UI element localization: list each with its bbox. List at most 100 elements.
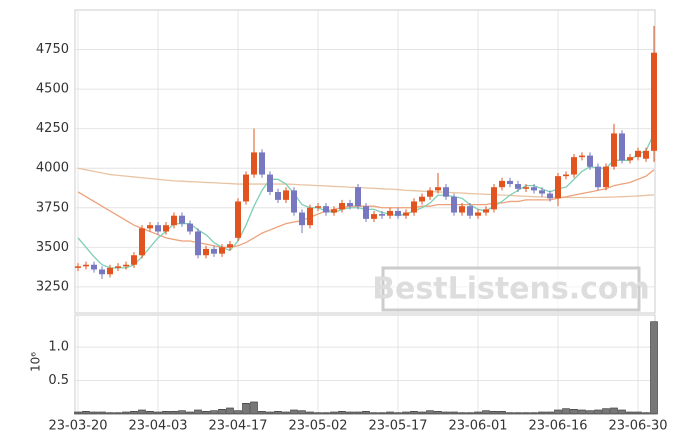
volume-bar (506, 412, 514, 415)
candle-body (507, 180, 513, 185)
y-tick-label: 4500 (36, 82, 69, 97)
volume-bar (514, 412, 522, 415)
volume-bar (346, 411, 354, 415)
candle-body (515, 184, 521, 189)
volume-bar (250, 401, 258, 415)
volume-bar (146, 411, 154, 415)
x-tick-label: 23-06-01 (448, 419, 507, 434)
watermark: BestListens.com (372, 272, 650, 307)
candle-body (155, 225, 161, 232)
candle-body (299, 212, 305, 226)
volume-bar (130, 411, 138, 415)
candle-body (235, 201, 241, 238)
candle-body (379, 214, 385, 216)
y-tick-label: 3750 (36, 200, 69, 215)
x-tick-label: 23-04-17 (208, 419, 267, 434)
candle-body (491, 187, 497, 210)
volume-bar (610, 407, 618, 415)
candle-body (315, 206, 321, 208)
volume-bar (634, 411, 642, 415)
y-tick-label: 1.0 (48, 340, 69, 355)
volume-bar (154, 411, 162, 415)
volume-bar (106, 412, 114, 415)
marks (74, 25, 658, 415)
volume-bar (642, 412, 650, 415)
moving-average-line (77, 167, 655, 199)
candle-body (403, 212, 409, 216)
candle-body (259, 152, 265, 175)
volume-bar (490, 411, 498, 415)
candle-body (115, 266, 121, 268)
volume-bar (82, 411, 90, 415)
candle-body (283, 190, 289, 200)
candle-body (651, 52, 657, 151)
volume-bar (386, 411, 394, 415)
volume-bar (570, 409, 578, 415)
volume-bar (226, 407, 234, 415)
volume-bar (258, 411, 266, 415)
volume-bar (354, 411, 362, 415)
volume-bar (306, 411, 314, 415)
candle-body (107, 267, 113, 275)
candle-body (419, 196, 425, 202)
volume-bar (234, 410, 242, 415)
volume-bar (626, 411, 634, 415)
volume-bar (170, 411, 178, 415)
candle-body (139, 228, 145, 256)
volume-bar (442, 411, 450, 415)
candle-body (435, 187, 441, 191)
volume-bar (282, 411, 290, 415)
y-tick-label: 4750 (36, 42, 69, 57)
volume-bar (178, 410, 186, 415)
candle-body (571, 157, 577, 175)
volume-bar (458, 412, 466, 415)
candle-body (195, 231, 201, 256)
candle-body (483, 209, 489, 213)
candle-body (443, 187, 449, 197)
volume-bar (98, 411, 106, 415)
volume-bar (538, 411, 546, 415)
x-tick-label: 23-05-17 (368, 419, 427, 434)
candle-body (179, 215, 185, 224)
volume-bar (122, 411, 130, 415)
volume-bar (274, 411, 282, 415)
candle-body (187, 223, 193, 232)
y-tick-label: 4000 (36, 161, 69, 176)
candle-body (75, 266, 81, 268)
candle-body (267, 174, 273, 192)
candle-body (339, 203, 345, 210)
volume-bar (474, 411, 482, 415)
volume-bar (554, 409, 562, 415)
candle-body (459, 206, 465, 213)
candle-body (83, 264, 89, 267)
candle-body (147, 225, 153, 229)
volume-bar (530, 412, 538, 415)
x-tick-label: 23-06-16 (528, 419, 587, 434)
candle-body (291, 190, 297, 213)
candle-body (411, 201, 417, 213)
candle-body (355, 187, 361, 207)
candle-body (451, 196, 457, 213)
volume-bar (410, 411, 418, 415)
volume-bar (338, 411, 346, 415)
volume-bar (426, 410, 434, 415)
candle-body (99, 269, 105, 275)
volume-bar (186, 411, 194, 415)
candle-body (363, 206, 369, 219)
grid (75, 10, 655, 414)
candle-body (163, 225, 169, 232)
price-panel (74, 9, 656, 314)
volume-bar (498, 411, 506, 415)
volume-bar (242, 402, 250, 415)
candle-body (243, 174, 249, 202)
volume-bar (314, 412, 322, 415)
candle-body (347, 203, 353, 207)
y-tick-label: 3250 (36, 279, 69, 294)
volume-bar (218, 409, 226, 415)
volume-bar (162, 411, 170, 415)
candle-body (467, 206, 473, 216)
candle-body (547, 193, 553, 199)
candle-body (331, 209, 337, 213)
volume-bar (394, 412, 402, 415)
